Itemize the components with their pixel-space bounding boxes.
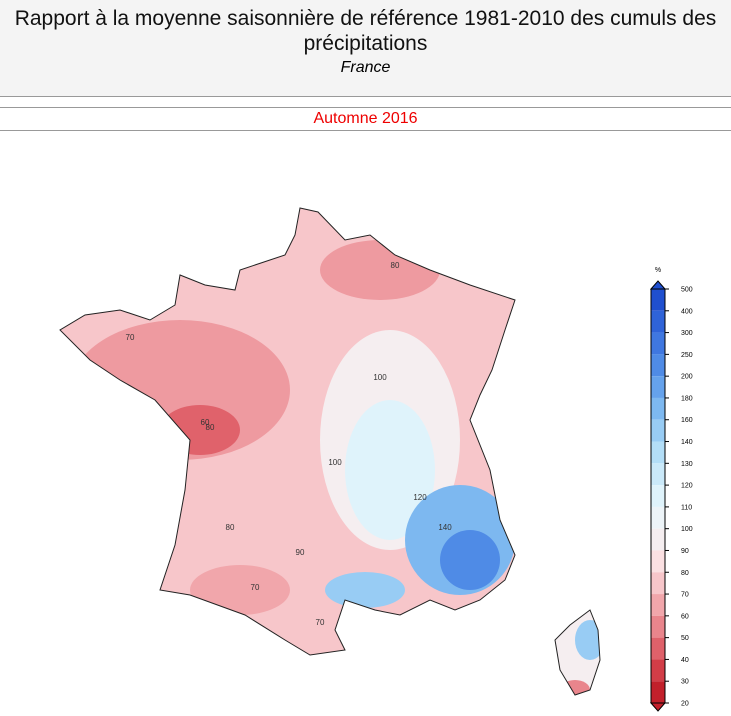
colorbar-label: 130	[681, 461, 693, 468]
colorbar-label: 500	[681, 287, 693, 294]
region: France	[340, 59, 391, 76]
colorbar-swatch	[651, 550, 665, 573]
colorbar-label: 400	[681, 308, 693, 315]
title: Rapport à la moyenne saisonnière de réfé…	[14, 7, 717, 55]
colorbar-label: 200	[681, 374, 693, 381]
colorbar-label: 110	[681, 504, 692, 511]
colorbar-label: 90	[681, 548, 689, 555]
colorbar-swatch	[651, 376, 665, 398]
contour-label: 100	[373, 373, 387, 382]
contour-label: 80	[391, 261, 400, 270]
colorbar-swatch	[651, 419, 665, 442]
colorbar-swatch	[651, 506, 665, 529]
colorbar-swatch	[651, 310, 665, 333]
colorbar-unit: %	[655, 267, 661, 274]
colorbar-label: 40	[681, 657, 689, 664]
colorbar-swatch	[651, 441, 665, 464]
contour-label: 100	[328, 458, 342, 467]
colorbar-label: 160	[681, 417, 693, 424]
colorbar-swatch	[651, 615, 665, 638]
contour-label: 120	[413, 493, 427, 502]
colorbar-label: 250	[681, 352, 693, 359]
colorbar-swatch	[651, 594, 665, 616]
contour-label: 90	[296, 548, 305, 557]
period: Automne 2016	[0, 107, 731, 131]
colorbar-label: 80	[681, 570, 689, 577]
contour-label: 80	[206, 423, 215, 432]
colorbar-swatch	[651, 354, 665, 377]
colorbar-label: 140	[681, 439, 693, 446]
colorbar-label: 30	[681, 679, 689, 686]
header: Rapport à la moyenne saisonnière de réfé…	[0, 0, 731, 97]
colorbar-swatch	[651, 289, 665, 311]
colorbar-label: 180	[681, 395, 693, 402]
contour-label: 140	[438, 523, 452, 532]
colorbar-swatch	[651, 659, 665, 682]
contour-label: 70	[251, 583, 260, 592]
colorbar-swatch	[651, 463, 665, 486]
colorbar-swatch	[651, 572, 665, 595]
contour-label: 70	[316, 618, 325, 627]
colorbar-arrow	[649, 280, 667, 290]
france-map	[60, 208, 515, 655]
colorbar-swatch	[651, 637, 665, 660]
border	[554, 609, 601, 696]
colorbar-swatch	[651, 681, 665, 703]
contour-label: 70	[126, 333, 135, 342]
colorbar-label: 60	[681, 613, 689, 620]
colorbar-label: 300	[681, 330, 693, 337]
colorbar-label: 70	[681, 592, 689, 599]
colorbar-swatch	[651, 485, 665, 507]
colorbar-swatch	[651, 397, 665, 420]
colorbar-label: 20	[681, 701, 689, 708]
colorbar-label: 50	[681, 635, 689, 642]
colorbar-frame	[650, 288, 666, 704]
contour-label: 80	[226, 523, 235, 532]
colorbar-label: 120	[681, 483, 693, 490]
colorbar-swatch	[651, 528, 665, 551]
colorbar: % 500 400 300 250 200 180 160 140 130 120 110 100 90 8…	[649, 267, 693, 712]
colorbar-label: 100	[681, 526, 693, 533]
colorbar-swatch	[651, 332, 665, 355]
contour-label: 60	[201, 418, 210, 427]
colorbar-arrow	[649, 702, 667, 712]
